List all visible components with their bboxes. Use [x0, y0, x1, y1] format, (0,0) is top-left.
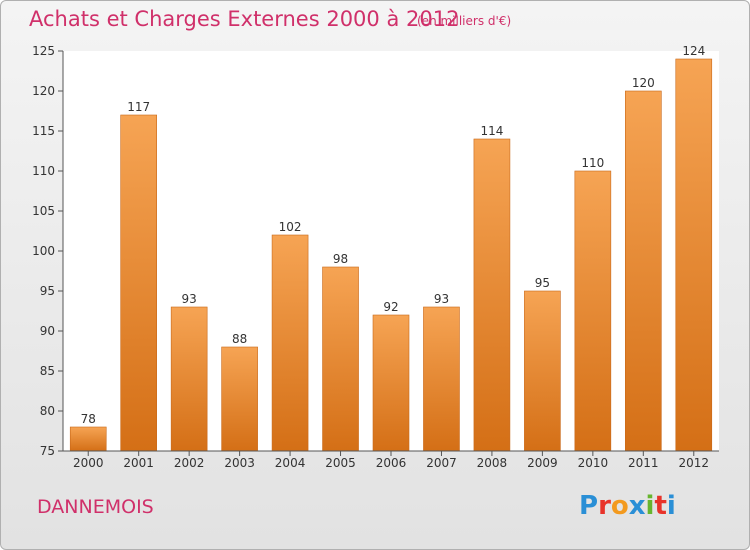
logo-letter: r [598, 491, 611, 521]
bar [372, 314, 410, 452]
data-label: 93 [434, 292, 449, 306]
y-tick-label: 95 [40, 284, 55, 298]
data-label: 124 [682, 44, 705, 58]
data-label: 114 [480, 124, 503, 138]
y-tick-label: 85 [40, 364, 55, 378]
logo-letter: o [610, 491, 629, 521]
bar [675, 58, 713, 452]
logo-letter: P [579, 491, 599, 521]
bar [322, 266, 359, 452]
data-label: 98 [333, 252, 348, 266]
x-tick-label: 2004 [275, 456, 306, 470]
data-label: 110 [581, 156, 604, 170]
logo-letter: i [666, 491, 676, 521]
bar [473, 138, 511, 452]
y-tick-label: 75 [40, 444, 55, 458]
x-tick-label: 2006 [376, 456, 407, 470]
y-tick-label: 105 [32, 204, 55, 218]
bar [524, 290, 561, 452]
x-tick-label: 2003 [224, 456, 255, 470]
chart-subtitle: (en milliers d'€) [417, 14, 512, 28]
y-tick-label: 80 [40, 404, 55, 418]
bars: 78 117 93 88 102 98 92 93 114 95 110 120 124 [69, 44, 713, 452]
x-tick-label: 2012 [678, 456, 709, 470]
x-tick-label: 2011 [628, 456, 659, 470]
data-label: 93 [182, 292, 197, 306]
y-tick-label: 115 [32, 124, 55, 138]
data-label: 95 [535, 276, 550, 290]
bar [221, 346, 258, 452]
x-tick-label: 2001 [123, 456, 154, 470]
x-tick-label: 2005 [325, 456, 356, 470]
bar [69, 426, 107, 452]
x-tick-label: 2010 [578, 456, 609, 470]
y-tick-label: 90 [40, 324, 55, 338]
bar [423, 306, 460, 452]
x-tick-label: 2009 [527, 456, 558, 470]
data-label: 120 [632, 76, 655, 90]
data-label: 92 [383, 300, 398, 314]
y-tick-label: 110 [32, 164, 55, 178]
x-axis: 2000 2001 2002 2003 2004 2005 2006 2007 2008 2009… [63, 450, 719, 470]
y-axis: 75 80 85 90 95 100 105 110 115 120 125 [32, 44, 64, 458]
data-label: 117 [127, 100, 150, 114]
bar [574, 170, 612, 452]
x-tick-label: 2002 [174, 456, 205, 470]
data-label: 78 [81, 412, 96, 426]
logo-letter: x [628, 491, 646, 521]
y-tick-label: 100 [32, 244, 55, 258]
logo-letter: i [645, 491, 655, 521]
data-label: 102 [279, 220, 302, 234]
bar [271, 234, 309, 452]
bar [120, 114, 157, 452]
x-tick-label: 2000 [73, 456, 104, 470]
proxiti-logo[interactable]: Proxiti [579, 491, 676, 521]
location-name: DANNEMOIS [37, 496, 154, 518]
bar [625, 90, 662, 452]
chart-title: Achats et Charges Externes 2000 à 2012 [29, 7, 460, 31]
y-tick-label: 125 [32, 44, 55, 58]
data-label: 88 [232, 332, 247, 346]
x-tick-label: 2007 [426, 456, 457, 470]
y-tick-label: 120 [32, 84, 55, 98]
logo-letter: t [654, 491, 667, 521]
bar [170, 306, 208, 452]
x-tick-label: 2008 [477, 456, 508, 470]
